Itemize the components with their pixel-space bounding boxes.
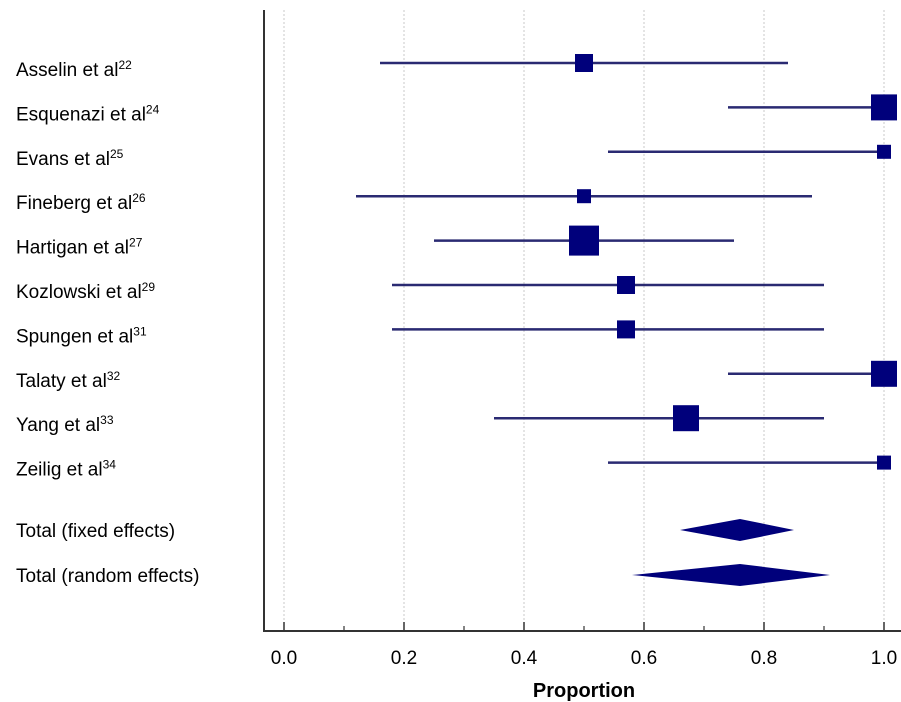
study-estimate-marker <box>577 189 591 204</box>
summary-diamond <box>632 564 830 586</box>
study-estimate-marker <box>877 455 891 470</box>
study-estimate-marker <box>673 405 699 432</box>
x-tick-label: 0.6 <box>631 648 657 669</box>
x-tick-label: 1.0 <box>871 648 897 669</box>
x-tick-label: 0.0 <box>271 648 297 669</box>
study-estimate-marker <box>877 144 891 159</box>
study-label: Esquenazi et al24 <box>16 102 160 125</box>
summary-marks <box>632 519 830 586</box>
study-label: Talaty et al32 <box>16 369 121 392</box>
study-label: Asselin et al22 <box>16 58 132 81</box>
study-estimate-marker <box>617 276 635 294</box>
x-axis-tick-labels: 0.0 0.2 0.4 0.6 0.8 1.0 <box>271 648 897 669</box>
study-label: Kozlowski et al29 <box>16 280 155 303</box>
x-tick-label: 0.2 <box>391 648 417 669</box>
study-marks <box>356 54 897 470</box>
study-label: Evans et al25 <box>16 147 124 170</box>
x-tick-label: 0.8 <box>751 648 777 669</box>
study-label: Spungen et al31 <box>16 324 147 347</box>
study-estimate-marker <box>569 225 599 256</box>
study-estimate-marker <box>575 54 593 72</box>
summary-label: Total (fixed effects) <box>16 521 175 542</box>
study-estimate-marker <box>617 320 635 339</box>
study-label: Yang et al33 <box>16 413 114 436</box>
gridlines <box>283 10 885 631</box>
x-axis-ticks <box>283 622 885 631</box>
study-estimate-marker <box>871 360 897 387</box>
study-label: Fineberg et al26 <box>16 191 146 214</box>
study-label: Zeilig et al34 <box>16 458 116 481</box>
x-axis-title: Proportion <box>533 680 635 702</box>
summary-diamond <box>680 519 794 541</box>
study-label: Hartigan et al27 <box>16 236 143 259</box>
study-labels: Asselin et al22 Esquenazi et al24 Evans et… <box>16 58 160 481</box>
summary-labels: Total (fixed effects) Total (random effec… <box>16 521 199 587</box>
x-tick-label: 0.4 <box>511 648 538 669</box>
summary-label: Total (random effects) <box>16 566 199 587</box>
study-estimate-marker <box>871 94 897 121</box>
